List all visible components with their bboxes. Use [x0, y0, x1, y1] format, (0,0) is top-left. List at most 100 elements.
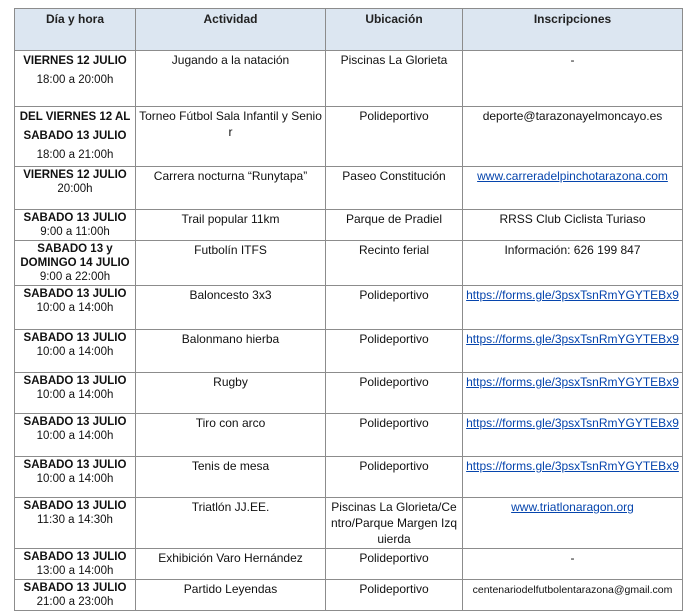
- header-cell: Día y hora: [14, 8, 136, 51]
- schedule-table: Día y hora Actividad Ubicación Inscripcione…: [14, 8, 683, 611]
- activity-cell: Jugando a la natación: [135, 50, 326, 107]
- activity-cell: Rugby: [135, 372, 326, 414]
- day: SABADO 13 JULIO: [23, 500, 127, 512]
- inscription-cell: https://forms.gle/3psxTsnRmYGYTEBx9: [462, 329, 683, 373]
- activity-cell: Balonmano hierba: [135, 329, 326, 373]
- location-cell: Polideportivo: [325, 372, 463, 414]
- time: 20:00h: [57, 183, 93, 195]
- location-cell: Paseo Constitución: [325, 166, 463, 210]
- location-cell: Polideportivo: [325, 456, 463, 498]
- inscription-text: -: [570, 551, 575, 565]
- location-cell: Polideportivo: [325, 548, 463, 580]
- activity-cell: Exhibición Varo Hernández: [135, 548, 326, 580]
- date-cell: VIERNES 12 JULIO 20:00h: [14, 166, 136, 210]
- inscription-cell: https://forms.gle/3psxTsnRmYGYTEBx9: [462, 285, 683, 330]
- table-row: SABADO 13 JULIO 9:00 a 11:00h Trail popula…: [14, 209, 683, 241]
- location-cell: Polideportivo: [325, 106, 463, 167]
- activity-cell: Tenis de mesa: [135, 456, 326, 498]
- day: SABADO 13 JULIO: [23, 416, 127, 428]
- date-cell: VIERNES 12 JULIO 18:00 a 20:00h: [14, 50, 136, 107]
- table-row: VIERNES 12 JULIO 18:00 a 20:00h Jugando a …: [14, 50, 683, 107]
- inscription-text: Información: 626 199 847: [504, 243, 641, 257]
- table-row: VIERNES 12 JULIO 20:00h Carrera nocturna “…: [14, 166, 683, 210]
- table-row: SABADO 13 y DOMINGO 14 JULIO 9:00 a 22:00…: [14, 240, 683, 286]
- time: 21:00 a 23:00h: [36, 596, 114, 608]
- day: SABADO 13 JULIO: [23, 375, 127, 387]
- inscription-cell: https://forms.gle/3psxTsnRmYGYTEBx9: [462, 413, 683, 457]
- time: 10:00 a 14:00h: [36, 346, 114, 358]
- date-cell: SABADO 13 y DOMINGO 14 JULIO 9:00 a 22:00…: [14, 240, 136, 286]
- inscription-link[interactable]: https://forms.gle/3psxTsnRmYGYTEBx9: [466, 416, 679, 430]
- date-cell: SABADO 13 JULIO 10:00 a 14:00h: [14, 285, 136, 330]
- inscription-cell: www.carreradelpinchotarazona.com: [462, 166, 683, 210]
- date-cell: SABADO 13 JULIO 11:30 a 14:30h: [14, 497, 136, 549]
- time: 9:00 a 11:00h: [40, 226, 110, 238]
- inscription-cell: https://forms.gle/3psxTsnRmYGYTEBx9: [462, 372, 683, 414]
- inscription-link[interactable]: https://forms.gle/3psxTsnRmYGYTEBx9: [466, 375, 679, 389]
- day: SABADO 13 JULIO: [23, 332, 127, 344]
- table-row: SABADO 13 JULIO 10:00 a 14:00h Balonmano h…: [14, 329, 683, 373]
- date-cell: SABADO 13 JULIO 10:00 a 14:00h: [14, 329, 136, 373]
- date-cell: DEL VIERNES 12 AL SABADO 13 JULIO 18:00 a…: [14, 106, 136, 167]
- date-cell: SABADO 13 JULIO 10:00 a 14:00h: [14, 413, 136, 457]
- activity-cell: Tiro con arco: [135, 413, 326, 457]
- inscription-cell: deporte@tarazonayelmoncayo.es: [462, 106, 683, 167]
- location-cell: Polideportivo: [325, 285, 463, 330]
- activity-cell: Baloncesto 3x3: [135, 285, 326, 330]
- day: SABADO 13 JULIO: [23, 212, 127, 224]
- table-row: SABADO 13 JULIO 13:00 a 14:00h Exhibición …: [14, 548, 683, 580]
- table-row: SABADO 13 JULIO 10:00 a 14:00h Tiro con ar…: [14, 413, 683, 457]
- location-cell: Polideportivo: [325, 413, 463, 457]
- inscription-cell: RRSS Club Ciclista Turiaso: [462, 209, 683, 241]
- date-cell: SABADO 13 JULIO 10:00 a 14:00h: [14, 372, 136, 414]
- table-body: VIERNES 12 JULIO 18:00 a 20:00h Jugando a …: [14, 50, 683, 611]
- table-row: SABADO 13 JULIO 10:00 a 14:00h Rugby Polide…: [14, 372, 683, 414]
- header-row: Día y hora Actividad Ubicación Inscripcione…: [14, 8, 683, 51]
- inscription-cell: -: [462, 50, 683, 107]
- activity-cell: Triatlón JJ.EE.: [135, 497, 326, 549]
- inscription-link[interactable]: https://forms.gle/3psxTsnRmYGYTEBx9: [466, 332, 679, 346]
- activity-cell: Trail popular 11km: [135, 209, 326, 241]
- inscription-cell: https://forms.gle/3psxTsnRmYGYTEBx9: [462, 456, 683, 498]
- inscription-text: RRSS Club Ciclista Turiaso: [499, 212, 646, 226]
- time: 10:00 a 14:00h: [36, 473, 114, 485]
- inscription-link[interactable]: https://forms.gle/3psxTsnRmYGYTEBx9: [466, 288, 679, 302]
- inscription-link[interactable]: www.triatlonaragon.org: [511, 500, 634, 514]
- header-cell: Actividad: [135, 8, 326, 51]
- day: SABADO 13 JULIO: [23, 459, 127, 471]
- date-cell: SABADO 13 JULIO 13:00 a 14:00h: [14, 548, 136, 580]
- location-cell: Recinto ferial: [325, 240, 463, 286]
- inscription-text: -: [570, 53, 575, 67]
- date-cell: SABADO 13 JULIO 21:00 a 23:00h: [14, 579, 136, 611]
- day: DEL VIERNES 12 AL SABADO 13 JULIO: [19, 111, 131, 142]
- date-cell: SABADO 13 JULIO 9:00 a 11:00h: [14, 209, 136, 241]
- activity-cell: Partido Leyendas: [135, 579, 326, 611]
- activity-cell: Carrera nocturna “Runytapa”: [135, 166, 326, 210]
- table-row: SABADO 13 JULIO 10:00 a 14:00h Tenis de me…: [14, 456, 683, 498]
- day: SABADO 13 JULIO: [23, 551, 127, 563]
- location-cell: Piscinas La Glorieta: [325, 50, 463, 107]
- inscription-cell: Información: 626 199 847: [462, 240, 683, 286]
- table-row: SABADO 13 JULIO 11:30 a 14:30h Triatlón JJ…: [14, 497, 683, 549]
- time: 18:00 a 20:00h: [36, 74, 114, 86]
- header-cell: Inscripciones: [462, 8, 683, 51]
- time: 10:00 a 14:00h: [36, 389, 114, 401]
- day: VIERNES 12 JULIO: [23, 55, 127, 67]
- time: 13:00 a 14:00h: [36, 565, 114, 577]
- inscription-link[interactable]: https://forms.gle/3psxTsnRmYGYTEBx9: [466, 459, 679, 473]
- location-cell: Polideportivo: [325, 329, 463, 373]
- time: 18:00 a 21:00h: [36, 149, 114, 161]
- location-cell: Parque de Pradiel: [325, 209, 463, 241]
- inscription-link[interactable]: www.carreradelpinchotarazona.com: [477, 169, 668, 183]
- table-row: DEL VIERNES 12 AL SABADO 13 JULIO 18:00 a…: [14, 106, 683, 167]
- inscription-text: centenariodelfutbolentarazona@gmail.com: [472, 584, 673, 596]
- table-row: SABADO 13 JULIO 21:00 a 23:00h Partido Ley…: [14, 579, 683, 611]
- header-cell: Ubicación: [325, 8, 463, 51]
- day: SABADO 13 y DOMINGO 14 JULIO: [20, 243, 130, 269]
- time: 11:30 a 14:30h: [37, 514, 113, 526]
- day: VIERNES 12 JULIO: [23, 169, 127, 181]
- table-row: SABADO 13 JULIO 10:00 a 14:00h Baloncesto …: [14, 285, 683, 330]
- date-cell: SABADO 13 JULIO 10:00 a 14:00h: [14, 456, 136, 498]
- inscription-cell: centenariodelfutbolentarazona@gmail.com: [462, 579, 683, 611]
- location-cell: Piscinas La Glorieta/Centro/Parque Marge…: [325, 497, 463, 549]
